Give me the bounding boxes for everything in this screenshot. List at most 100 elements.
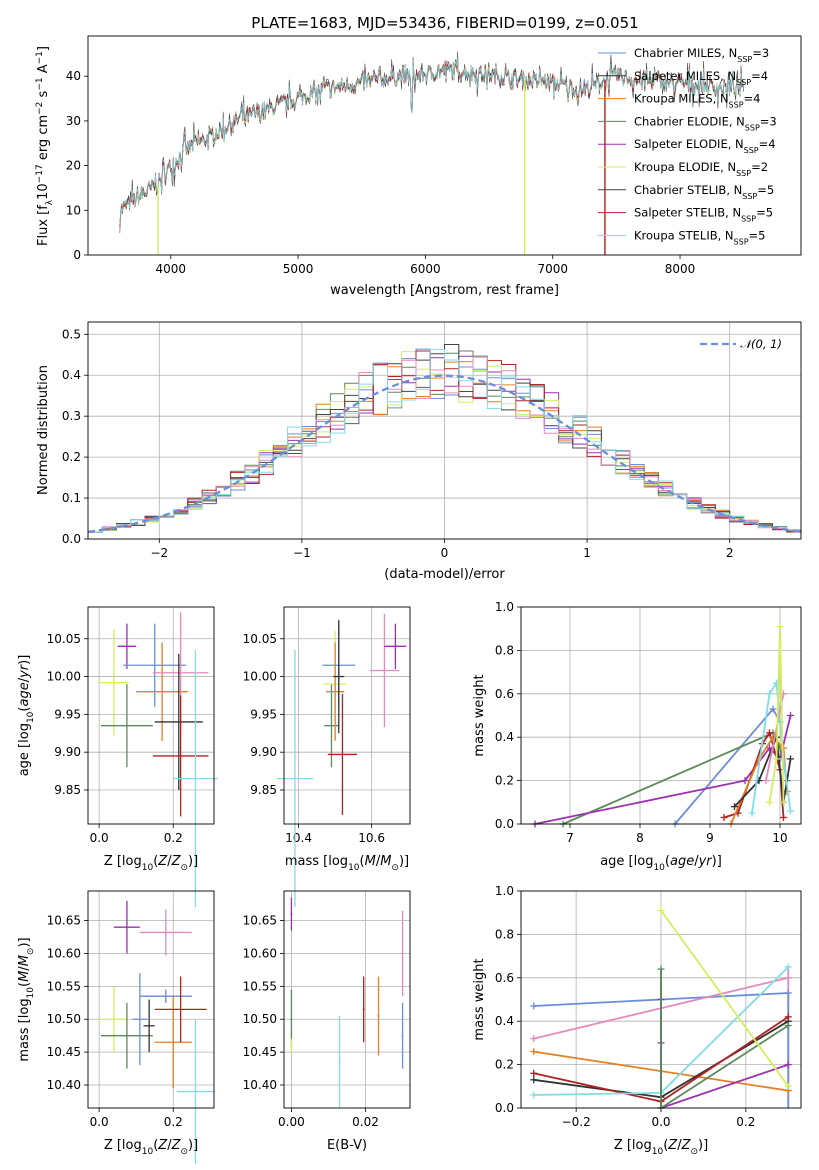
x-axis-label: E(B-V) (327, 1138, 367, 1153)
y-tick-label: 10.45 (243, 1045, 277, 1059)
plus-marker (530, 1069, 538, 1077)
y-tick: 0.0 (495, 1101, 521, 1115)
y-tick: 9.85 (54, 783, 88, 797)
y-axis-label: mass [log10(M/M⊙)] (17, 937, 36, 1061)
mass-vs-metallicity-panel: 0.0 0.2 10.40 10.45 10.50 10.55 10.60 10.65 Z [l… (17, 890, 215, 1164)
error-bar-point (154, 976, 207, 1043)
plus-marker (530, 1002, 538, 1010)
y-tick: 0.2 (495, 774, 521, 788)
y-tick-label: 10.50 (47, 1012, 81, 1026)
y-tick-label: 1.0 (495, 884, 514, 898)
y-tick-label: 40 (66, 69, 81, 83)
error-bar-point (324, 684, 339, 768)
x-tick-label: −0.2 (562, 1115, 591, 1129)
y-tick: 1.0 (495, 600, 521, 614)
y-tick-label: 9.85 (54, 783, 81, 797)
x-axis-label: Z [log10(Z/Z⊙)] (104, 854, 198, 873)
error-bar-point (154, 996, 192, 1089)
legend-label: Salpeter ELODIE, NSSP=4 (634, 137, 776, 155)
y-tick: 10.00 (47, 670, 88, 684)
y-axis-label: Flux [fλ10−17 erg cm−2 s−1 A−1] (35, 46, 55, 246)
x-tick: 0.02 (352, 1108, 379, 1129)
plus-marker (530, 1076, 538, 1084)
weight-line (660, 909, 790, 1087)
error-bar-point (113, 900, 140, 954)
error-bar-point (377, 976, 380, 1056)
y-tick: 0.6 (495, 687, 521, 701)
y-axis-label: age [log10(age/yr)] (17, 655, 36, 777)
y-tick: 10.40 (243, 1078, 284, 1092)
x-tick: 0.2 (164, 824, 183, 845)
error-bar-point (401, 910, 404, 997)
error-bar-point (276, 650, 314, 908)
y-tick-label: 10.40 (243, 1078, 277, 1092)
error-bar-point (173, 650, 218, 908)
y-tick: 0.5 (62, 327, 88, 341)
x-tick-label: −1 (293, 546, 311, 560)
y-tick: 9.85 (250, 783, 284, 797)
y-tick-label: 0.8 (495, 927, 514, 941)
error-bar-point (362, 976, 365, 1043)
plus-marker (657, 965, 665, 973)
x-tick-label: 0.00 (278, 1115, 305, 1129)
axes-frame (87, 890, 215, 1109)
axes-frame (87, 606, 215, 825)
y-tick: 0.4 (495, 1014, 521, 1028)
legend-label: 𝒩(0, 1) (740, 337, 782, 351)
x-tick: −2 (150, 539, 168, 560)
y-tick: 10.50 (243, 1012, 284, 1026)
y-tick: 0.1 (62, 491, 88, 505)
x-tick: 2 (726, 539, 734, 560)
legend-label: Kroupa ELODIE, NSSP=2 (634, 160, 768, 178)
x-tick: 0.0 (90, 1108, 109, 1129)
y-axis-label: Normed distribution (36, 365, 51, 495)
x-tick: 7000 (537, 255, 568, 276)
y-tick-label: 0.3 (62, 409, 81, 423)
y-tick: 10.65 (243, 914, 284, 928)
y-tick-label: 9.95 (54, 707, 81, 721)
y-tick-label: 0.8 (495, 643, 514, 657)
y-tick-label: 0.4 (62, 368, 81, 382)
x-tick-label: 8000 (665, 262, 696, 276)
error-bar-point (327, 693, 358, 815)
x-tick: 8000 (665, 255, 696, 276)
y-tick-label: 10.65 (243, 914, 277, 928)
x-tick-label: 7000 (537, 262, 568, 276)
y-tick: 10.05 (47, 632, 88, 646)
x-tick-label: 8 (636, 831, 644, 845)
plus-marker (780, 798, 787, 806)
error-bar-point (99, 986, 129, 1053)
histogram-step (87, 349, 802, 539)
x-tick: 6000 (410, 255, 441, 276)
y-tick-label: 0.1 (62, 491, 81, 505)
age-vs-metallicity-panel: 0.0 0.2 9.85 9.90 9.95 10.00 10.05 Z [log10(Z/Z… (17, 606, 218, 908)
error-bar-point (290, 897, 293, 931)
error-bar-point (401, 1002, 404, 1069)
y-tick: 10.05 (243, 632, 284, 646)
x-tick-label: 10.4 (285, 831, 312, 845)
age-vs-mass-panel: 10.4 10.6 9.85 9.90 9.95 10.00 10.05 mass [log1… (243, 606, 411, 908)
plus-marker (657, 907, 665, 915)
error-bar-point (99, 629, 129, 736)
error-bar-point (326, 642, 345, 741)
y-tick: 10.60 (47, 946, 88, 960)
y-tick-label: 0.5 (62, 327, 81, 341)
y-tick: 10.65 (47, 914, 88, 928)
axes-frame (283, 606, 411, 825)
plus-marker (530, 1035, 538, 1043)
y-tick-label: 10.65 (47, 914, 81, 928)
x-tick-label: 0.0 (90, 831, 109, 845)
y-tick-label: 10.50 (243, 1012, 277, 1026)
plus-marker (741, 777, 749, 785)
legend-label: Chabrier STELIB, NSSP=5 (634, 183, 774, 201)
plus-marker (773, 755, 780, 763)
x-tick: −1 (293, 539, 311, 560)
y-axis-label: mass weight (472, 674, 487, 756)
error-bar-point (139, 909, 192, 956)
plus-marker (784, 1013, 792, 1021)
y-tick: 0.0 (495, 817, 521, 831)
x-tick: 5000 (283, 255, 313, 276)
y-tick-label: 0.0 (495, 1101, 514, 1115)
x-axis-label: Z [log10(Z/Z⊙)] (104, 1138, 198, 1157)
plus-marker (731, 803, 738, 811)
